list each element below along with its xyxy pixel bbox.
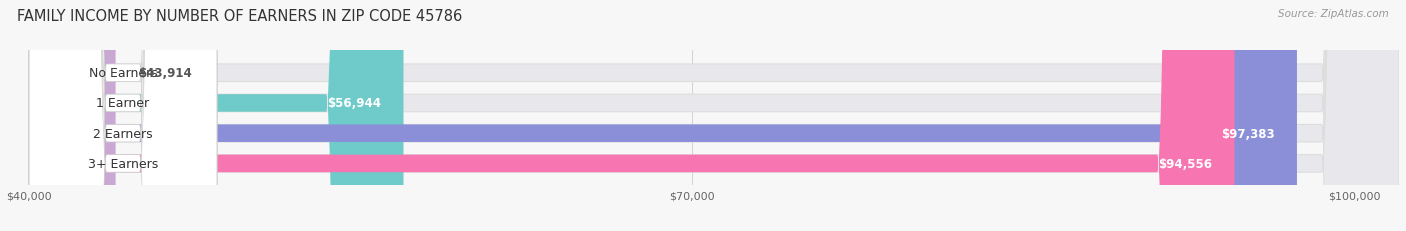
Text: No Earners: No Earners xyxy=(89,67,157,80)
FancyBboxPatch shape xyxy=(30,0,217,231)
FancyBboxPatch shape xyxy=(30,0,115,231)
Text: $56,944: $56,944 xyxy=(328,97,381,110)
Text: $97,383: $97,383 xyxy=(1222,127,1275,140)
FancyBboxPatch shape xyxy=(30,0,404,231)
Text: FAMILY INCOME BY NUMBER OF EARNERS IN ZIP CODE 45786: FAMILY INCOME BY NUMBER OF EARNERS IN ZI… xyxy=(17,9,463,24)
FancyBboxPatch shape xyxy=(30,0,1399,231)
FancyBboxPatch shape xyxy=(30,0,1399,231)
FancyBboxPatch shape xyxy=(30,0,1399,231)
Text: $94,556: $94,556 xyxy=(1159,157,1212,170)
Text: 3+ Earners: 3+ Earners xyxy=(89,157,157,170)
FancyBboxPatch shape xyxy=(30,0,1234,231)
FancyBboxPatch shape xyxy=(30,0,1399,231)
FancyBboxPatch shape xyxy=(30,0,1296,231)
FancyBboxPatch shape xyxy=(30,0,217,231)
FancyBboxPatch shape xyxy=(30,0,217,231)
Text: 1 Earner: 1 Earner xyxy=(97,97,149,110)
FancyBboxPatch shape xyxy=(30,0,217,231)
Text: $43,914: $43,914 xyxy=(138,67,191,80)
Text: Source: ZipAtlas.com: Source: ZipAtlas.com xyxy=(1278,9,1389,19)
Text: 2 Earners: 2 Earners xyxy=(93,127,153,140)
